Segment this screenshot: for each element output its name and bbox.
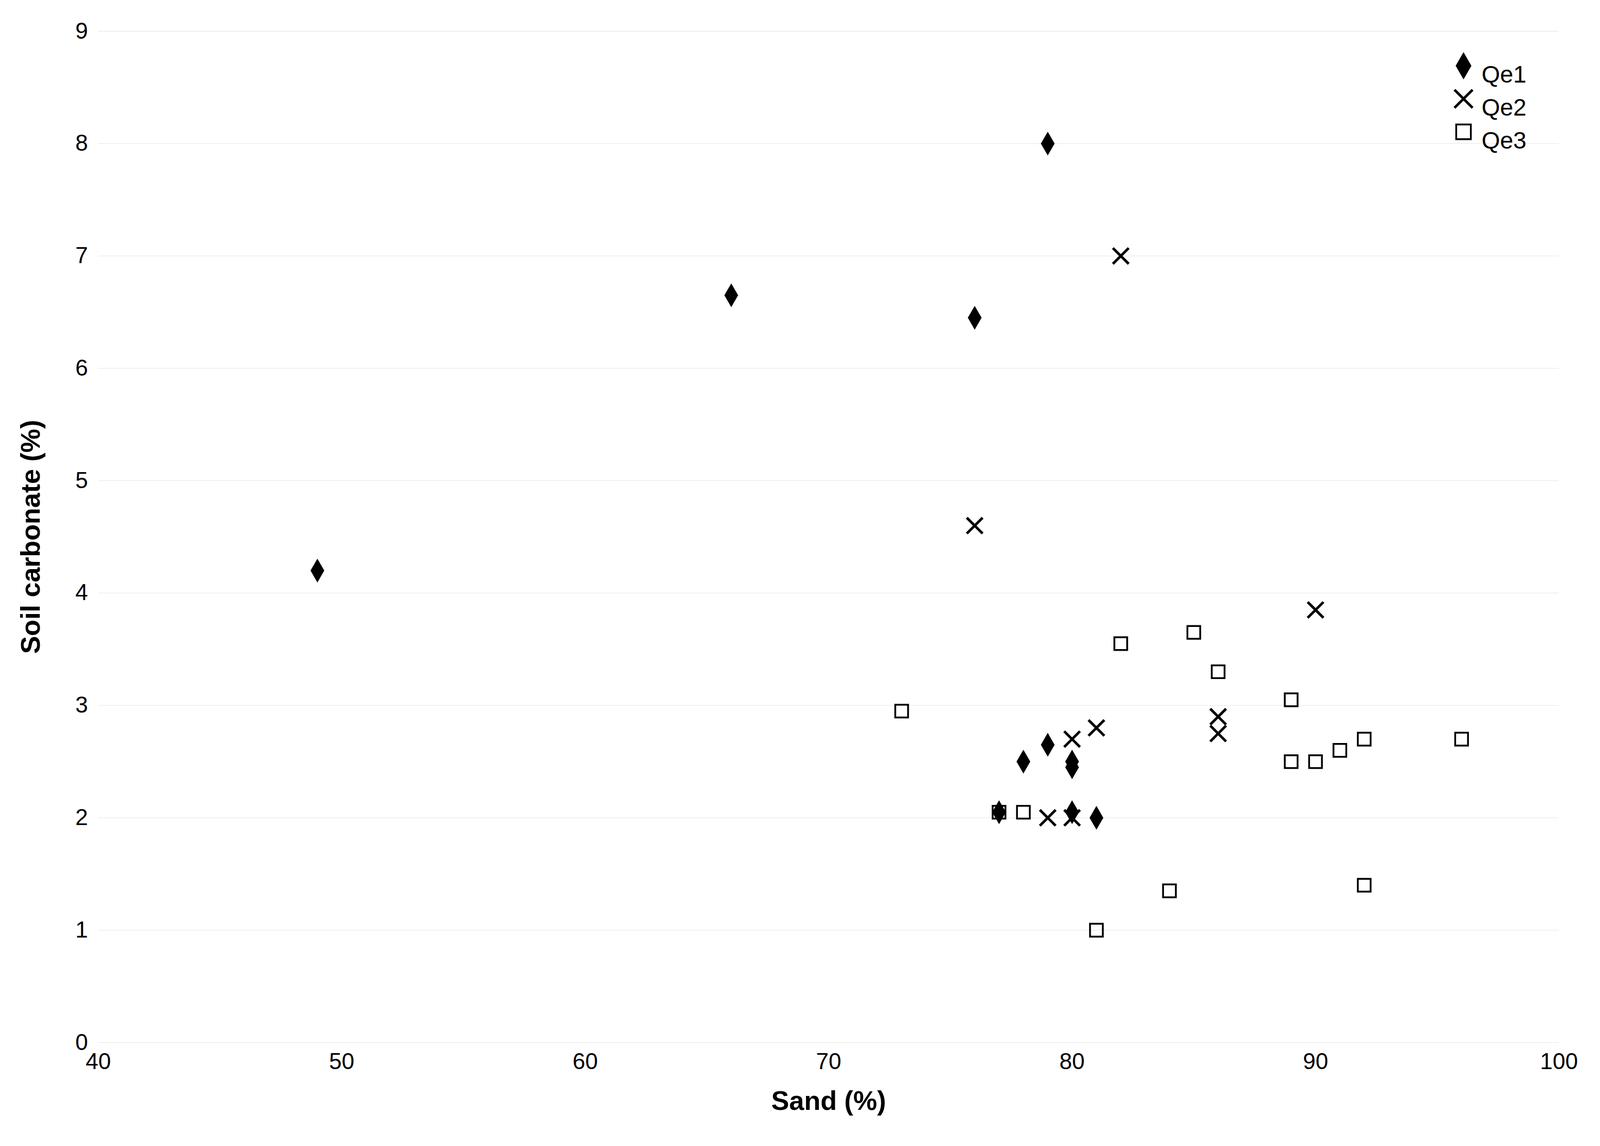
- svg-text:2: 2: [75, 804, 88, 830]
- svg-text:1: 1: [75, 916, 88, 943]
- svg-text:90: 90: [1302, 1048, 1329, 1074]
- svg-text:4: 4: [75, 579, 88, 605]
- svg-text:Sand (%): Sand (%): [771, 1085, 886, 1116]
- svg-text:9: 9: [75, 18, 88, 44]
- svg-text:70: 70: [816, 1048, 842, 1074]
- svg-text:Qe2: Qe2: [1481, 93, 1527, 121]
- svg-text:80: 80: [1059, 1048, 1085, 1074]
- svg-text:6: 6: [75, 354, 88, 381]
- svg-text:Soil carbonate (%): Soil carbonate (%): [15, 419, 46, 655]
- svg-text:7: 7: [75, 242, 88, 268]
- svg-text:40: 40: [85, 1048, 111, 1074]
- svg-text:Qe1: Qe1: [1481, 60, 1527, 88]
- svg-text:0: 0: [75, 1029, 88, 1055]
- svg-text:Qe3: Qe3: [1481, 126, 1527, 154]
- svg-text:8: 8: [75, 130, 88, 156]
- svg-text:100: 100: [1540, 1048, 1578, 1074]
- svg-text:5: 5: [75, 467, 88, 493]
- svg-text:60: 60: [572, 1048, 599, 1074]
- svg-text:50: 50: [329, 1048, 355, 1074]
- svg-text:3: 3: [75, 691, 88, 718]
